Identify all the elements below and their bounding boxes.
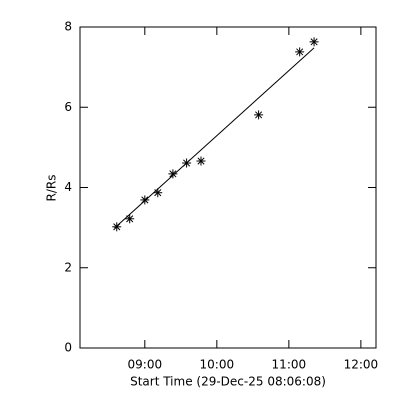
marker-stroke: [126, 215, 134, 223]
data-point: [153, 188, 163, 198]
plot-frame: [79, 26, 377, 349]
marker-stroke: [296, 48, 304, 56]
marker-stroke: [310, 38, 318, 46]
y-tick-label: 6: [64, 100, 72, 114]
y-tick-label: 8: [64, 20, 72, 34]
data-point: [254, 110, 264, 120]
marker-stroke: [154, 189, 162, 197]
x-tick-label: 11:00: [272, 358, 307, 372]
fit-line: [114, 47, 315, 229]
data-point: [140, 195, 150, 205]
marker-stroke: [255, 111, 263, 119]
marker-stroke: [141, 196, 149, 204]
data-point: [309, 37, 319, 47]
data-point: [125, 214, 135, 224]
data-point: [112, 222, 122, 232]
y-tick-label: 2: [64, 260, 72, 274]
x-tick-label: 09:00: [128, 358, 163, 372]
data-point: [182, 158, 192, 168]
marker-stroke: [169, 170, 177, 178]
marker-stroke: [113, 223, 121, 231]
x-tick-label: 10:00: [200, 358, 235, 372]
marker-stroke: [197, 157, 205, 165]
y-axis-label: R/Rs: [45, 175, 59, 202]
data-point: [168, 169, 178, 179]
y-tick-label: 4: [64, 180, 72, 194]
x-tick-label: 12:00: [344, 358, 379, 372]
x-axis-label: Start Time (29-Dec-25 08:06:08): [130, 375, 326, 389]
data-point: [295, 47, 305, 57]
data-point: [196, 156, 206, 166]
y-tick-label: 0: [64, 341, 72, 355]
marker-stroke: [183, 159, 191, 167]
